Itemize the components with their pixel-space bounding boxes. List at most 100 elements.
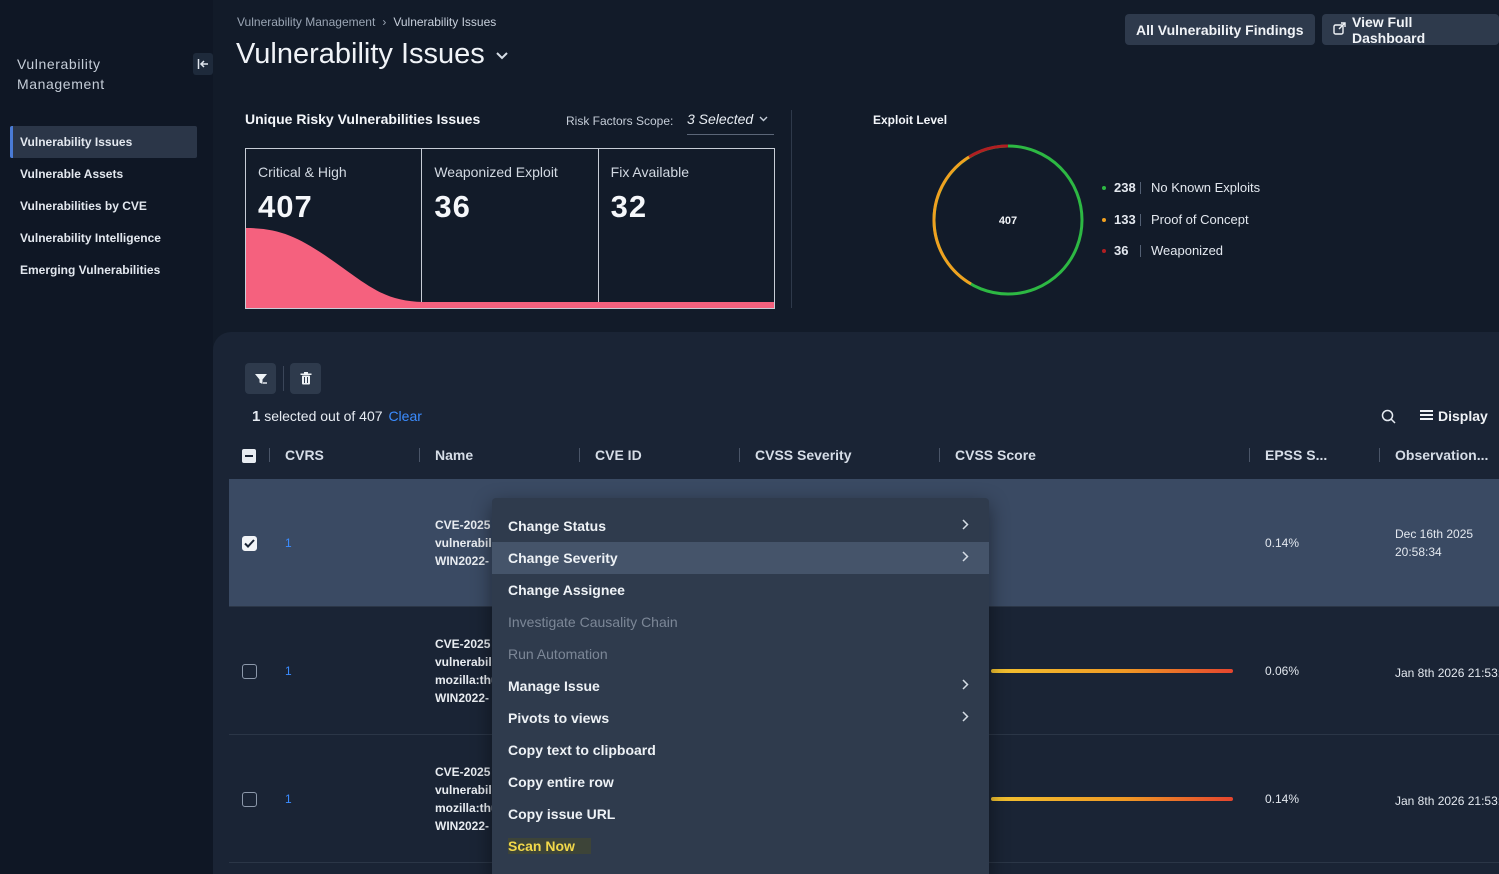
menu-item-change-severity[interactable]: Change Severity — [492, 542, 989, 574]
row-checkbox[interactable] — [242, 664, 257, 679]
legend-label: No Known Exploits — [1151, 180, 1261, 195]
metric-card-label: Weaponized Exploit — [434, 164, 558, 180]
legend-item-weaponized[interactable]: 36 Weaponized — [1102, 243, 1260, 275]
display-button[interactable]: Display — [1420, 408, 1488, 424]
metric-card-label: Critical & High — [258, 164, 347, 180]
chevron-down-icon — [759, 114, 768, 125]
select-all-checkbox[interactable] — [242, 449, 256, 463]
cvss-score-bar — [991, 669, 1233, 673]
cvrs-value[interactable]: 1 — [285, 664, 292, 678]
row-checkbox[interactable] — [242, 536, 257, 551]
legend-label: Weaponized — [1151, 243, 1224, 258]
legend-dot — [1102, 217, 1106, 222]
toolbar-divider — [283, 366, 284, 391]
legend-item-proof-of-concept[interactable]: 133 Proof of Concept — [1102, 212, 1260, 244]
filter-icon[interactable] — [245, 363, 276, 394]
metric-card-value: 407 — [258, 189, 313, 224]
table-header: CVRS Name CVE ID CVSS Severity CVSS Scor… — [229, 438, 1499, 472]
menu-item-scan-now[interactable]: Scan Now — [492, 830, 989, 862]
observation-time: Jan 8th 2026 21:53: — [1395, 794, 1499, 808]
search-icon[interactable] — [1381, 409, 1396, 429]
page-title-text: Vulnerability Issues — [236, 38, 485, 70]
chevron-right-icon — [962, 518, 969, 533]
observation-time: Dec 16th 2025 20:58:34 — [1395, 527, 1474, 559]
menu-item-run-automation: Run Automation — [508, 646, 608, 662]
chevron-right-icon — [962, 550, 969, 565]
risk-factors-scope-select[interactable]: 3 Selected — [687, 111, 774, 135]
epss-value: 0.14% — [1265, 536, 1300, 550]
risk-factors-scope-label: Risk Factors Scope: — [566, 114, 674, 128]
sidebar: Vulnerability Management Vulnerability I… — [0, 0, 213, 874]
view-full-dashboard-label: View Full Dashboard — [1352, 13, 1426, 46]
legend-count: 36 — [1114, 243, 1129, 258]
sidebar-item-vulnerability-issues[interactable]: Vulnerability Issues — [10, 126, 197, 158]
observation-time: Jan 8th 2026 21:53: — [1395, 666, 1499, 680]
selection-count: 1 — [252, 408, 261, 425]
external-link-icon — [1333, 21, 1346, 38]
sidebar-item-vulnerabilities-by-cve[interactable]: Vulnerabilities by CVE — [20, 199, 147, 213]
menu-item-copy-text-to-clipboard[interactable]: Copy text to clipboard — [508, 742, 656, 758]
risk-factors-scope-value: 3 Selected — [687, 111, 754, 127]
column-header-cvrs[interactable]: CVRS — [285, 447, 324, 463]
column-header-name[interactable]: Name — [435, 447, 474, 463]
metric-card-fix-available[interactable]: Fix Available 32 — [598, 149, 774, 308]
sidebar-item-vulnerable-assets[interactable]: Vulnerable Assets — [20, 167, 124, 181]
all-vulnerability-findings-button[interactable]: All Vulnerability Findings — [1125, 14, 1315, 45]
exploit-legend: 238 No Known Exploits 133 Proof of Conce… — [1102, 180, 1260, 275]
menu-lines-icon — [1420, 408, 1433, 424]
metric-card-weaponized-exploit[interactable]: Weaponized Exploit 36 — [422, 149, 600, 308]
menu-item-copy-issue-url[interactable]: Copy issue URL — [508, 806, 616, 822]
fix-available-area-chart — [598, 302, 774, 308]
legend-dot — [1102, 249, 1106, 253]
column-header-cvss-severity[interactable]: CVSS Severity — [755, 447, 852, 463]
selection-text: selected out of 407 — [264, 408, 383, 424]
metric-card-value: 32 — [610, 189, 648, 224]
breadcrumb-current: Vulnerability Issues — [393, 15, 497, 29]
column-header-observation[interactable]: Observation... — [1395, 447, 1489, 463]
column-header-cve-id[interactable]: CVE ID — [595, 447, 642, 463]
sidebar-nav: Vulnerability Issues Vulnerable Assets V… — [10, 126, 197, 286]
display-label: Display — [1438, 408, 1488, 424]
metric-card-label: Fix Available — [610, 164, 689, 180]
collapse-left-icon[interactable] — [193, 53, 213, 75]
sidebar-item-emerging-vulnerabilities[interactable]: Emerging Vulnerabilities — [20, 263, 161, 277]
metrics-title: Unique Risky Vulnerabilities Issues — [245, 111, 481, 127]
panel-divider — [791, 110, 792, 308]
metric-card-value: 36 — [434, 189, 471, 224]
sidebar-title: Vulnerability Management — [17, 56, 105, 92]
legend-item-no-known-exploits[interactable]: 238 No Known Exploits — [1102, 180, 1260, 212]
epss-value: 0.14% — [1265, 792, 1300, 806]
menu-item-pivots-to-views[interactable]: Pivots to views — [492, 702, 989, 734]
menu-item-change-status[interactable]: Change Status — [492, 510, 989, 542]
view-full-dashboard-button[interactable]: View Full Dashboard — [1322, 13, 1499, 46]
metric-card-critical-high[interactable]: Critical & High 407 — [246, 149, 423, 308]
clear-selection-link[interactable]: Clear — [388, 408, 422, 424]
exploit-level-title: Exploit Level — [873, 113, 948, 127]
weaponized-area-chart — [422, 302, 600, 308]
issue-name: CVE-2025 vulnerabili mozilla:thu WIN2022… — [435, 765, 495, 833]
column-header-epss-score[interactable]: EPSS S... — [1265, 447, 1328, 463]
exploit-level-donut[interactable]: 407 — [928, 140, 1088, 300]
sidebar-item-vulnerability-intelligence[interactable]: Vulnerability Intelligence — [20, 231, 161, 245]
page-title[interactable]: Vulnerability Issues — [236, 38, 509, 71]
context-menu: Change Status Change Severity Change Ass… — [492, 498, 989, 874]
legend-count: 238 — [1114, 180, 1136, 195]
row-checkbox[interactable] — [242, 792, 257, 807]
menu-item-investigate-causality-chain: Investigate Causality Chain — [508, 614, 678, 630]
menu-item-copy-entire-row[interactable]: Copy entire row — [508, 774, 614, 790]
trash-icon[interactable] — [290, 363, 321, 394]
chevron-right-icon — [962, 678, 969, 693]
column-header-cvss-score[interactable]: CVSS Score — [955, 447, 1036, 463]
legend-count: 133 — [1114, 211, 1136, 227]
menu-item-change-assignee[interactable]: Change Assignee — [508, 582, 625, 598]
cvrs-value[interactable]: 1 — [285, 792, 292, 806]
all-vulnerability-findings-label: All Vulnerability Findings — [1136, 21, 1304, 38]
menu-item-manage-issue[interactable]: Manage Issue — [492, 670, 989, 702]
issue-name: CVE-2025 vulnerabili mozilla:thu WIN2022… — [435, 637, 495, 705]
legend-label: Proof of Concept — [1151, 211, 1249, 227]
breadcrumb-parent[interactable]: Vulnerability Management — [237, 15, 376, 29]
cvrs-value[interactable]: 1 — [285, 536, 292, 550]
selection-summary: 1 selected out of 407 Clear — [252, 408, 422, 425]
legend-dot — [1102, 186, 1106, 190]
chevron-right-icon — [962, 710, 969, 725]
